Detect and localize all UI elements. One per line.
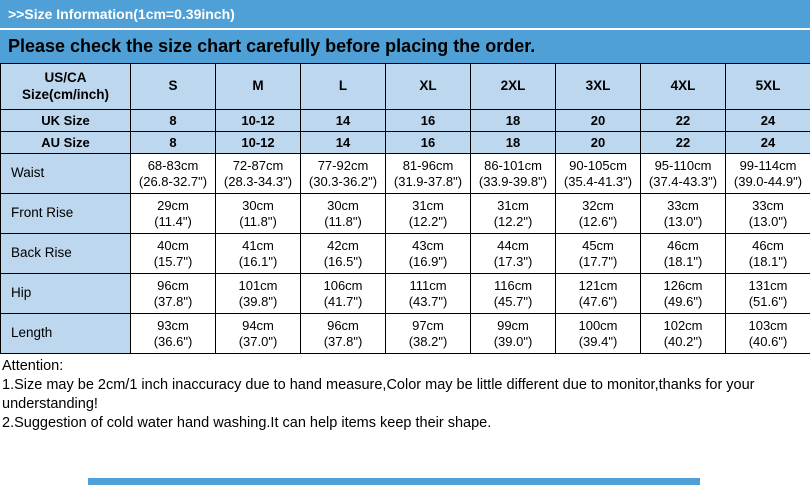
size-cell: 99-114cm (39.0-44.9") <box>725 153 810 194</box>
size-cell: 33cm (13.0") <box>725 193 810 234</box>
size-information-header-bar: >>Size Information(1cm=0.39inch) <box>0 0 810 28</box>
table-row-hip: Hip 96cm (37.8") 101cm (39.8") 106cm (41… <box>0 273 810 314</box>
attention-section: Attention: 1.Size may be 2cm/1 inch inac… <box>0 354 810 434</box>
next-section-bar <box>88 478 700 485</box>
size-cell: 30cm (11.8") <box>215 193 301 234</box>
attention-line-2: 2.Suggestion of cold water hand washing.… <box>2 415 492 432</box>
size-cell: 102cm (40.2") <box>640 313 726 354</box>
size-cell: 31cm (12.2") <box>385 193 471 234</box>
table-row-back-rise: Back Rise 40cm (15.7") 41cm (16.1") 42cm… <box>0 233 810 274</box>
corner-header-us-ca-size: US/CA Size(cm/inch) <box>0 63 131 110</box>
size-cell: 14 <box>300 109 386 132</box>
size-cell: 116cm (45.7") <box>470 273 556 314</box>
size-cell: 68-83cm (26.8-32.7") <box>130 153 216 194</box>
column-header-4xl: 4XL <box>640 63 726 110</box>
size-cell: 45cm (17.7") <box>555 233 641 274</box>
size-cell: 90-105cm (35.4-41.3") <box>555 153 641 194</box>
row-label-waist: Waist <box>0 153 131 194</box>
row-label-front-rise: Front Rise <box>0 193 131 234</box>
size-cell: 40cm (15.7") <box>130 233 216 274</box>
column-header-3xl: 3XL <box>555 63 641 110</box>
size-cell: 22 <box>640 131 726 154</box>
table-header-row: US/CA Size(cm/inch) S M L XL 2XL 3XL 4XL… <box>0 63 810 110</box>
size-cell: 103cm (40.6") <box>725 313 810 354</box>
size-cell: 94cm (37.0") <box>215 313 301 354</box>
size-cell: 18 <box>470 131 556 154</box>
row-label-uk-size: UK Size <box>0 109 131 132</box>
column-header-5xl: 5XL <box>725 63 810 110</box>
table-row-waist: Waist 68-83cm (26.8-32.7") 72-87cm (28.3… <box>0 153 810 194</box>
size-cell: 41cm (16.1") <box>215 233 301 274</box>
row-label-au-size: AU Size <box>0 131 131 154</box>
size-cell: 18 <box>470 109 556 132</box>
size-cell: 43cm (16.9") <box>385 233 471 274</box>
size-cell: 111cm (43.7") <box>385 273 471 314</box>
size-cell: 16 <box>385 109 471 132</box>
size-chart-notice-bar: Please check the size chart carefully be… <box>0 30 810 63</box>
size-cell: 22 <box>640 109 726 132</box>
size-cell: 46cm (18.1") <box>725 233 810 274</box>
size-cell: 101cm (39.8") <box>215 273 301 314</box>
size-cell: 10-12 <box>215 109 301 132</box>
size-cell: 46cm (18.1") <box>640 233 726 274</box>
size-cell: 106cm (41.7") <box>300 273 386 314</box>
column-header-xl: XL <box>385 63 471 110</box>
size-cell: 95-110cm (37.4-43.3") <box>640 153 726 194</box>
table-row-au-size: AU Size 8 10-12 14 16 18 20 22 24 <box>0 131 810 154</box>
size-chart-notice: Please check the size chart carefully be… <box>8 36 536 56</box>
row-label-hip: Hip <box>0 273 131 314</box>
size-cell: 44cm (17.3") <box>470 233 556 274</box>
size-cell: 96cm (37.8") <box>130 273 216 314</box>
size-cell: 77-92cm (30.3-36.2") <box>300 153 386 194</box>
size-cell: 20 <box>555 109 641 132</box>
size-cell: 29cm (11.4") <box>130 193 216 234</box>
size-cell: 93cm (36.6") <box>130 313 216 354</box>
attention-title: Attention: <box>2 358 64 374</box>
size-cell: 24 <box>725 109 810 132</box>
size-cell: 100cm (39.4") <box>555 313 641 354</box>
size-cell: 131cm (51.6") <box>725 273 810 314</box>
size-cell: 24 <box>725 131 810 154</box>
size-cell: 97cm (38.2") <box>385 313 471 354</box>
size-cell: 42cm (16.5") <box>300 233 386 274</box>
row-label-length: Length <box>0 313 131 354</box>
size-cell: 72-87cm (28.3-34.3") <box>215 153 301 194</box>
size-cell: 30cm (11.8") <box>300 193 386 234</box>
row-label-back-rise: Back Rise <box>0 233 131 274</box>
size-cell: 31cm (12.2") <box>470 193 556 234</box>
size-cell: 33cm (13.0") <box>640 193 726 234</box>
size-cell: 32cm (12.6") <box>555 193 641 234</box>
size-cell: 20 <box>555 131 641 154</box>
size-cell: 14 <box>300 131 386 154</box>
size-cell: 8 <box>130 109 216 132</box>
table-row-length: Length 93cm (36.6") 94cm (37.0") 96cm (3… <box>0 313 810 354</box>
size-cell: 8 <box>130 131 216 154</box>
size-cell: 16 <box>385 131 471 154</box>
column-header-s: S <box>130 63 216 110</box>
size-information-title: >>Size Information(1cm=0.39inch) <box>8 6 235 22</box>
table-row-uk-size: UK Size 8 10-12 14 16 18 20 22 24 <box>0 109 810 132</box>
size-cell: 10-12 <box>215 131 301 154</box>
column-header-2xl: 2XL <box>470 63 556 110</box>
size-cell: 96cm (37.8") <box>300 313 386 354</box>
size-cell: 99cm (39.0") <box>470 313 556 354</box>
attention-line-1: 1.Size may be 2cm/1 inch inaccuracy due … <box>2 377 755 413</box>
size-chart-table: US/CA Size(cm/inch) S M L XL 2XL 3XL 4XL… <box>0 63 810 354</box>
size-cell: 81-96cm (31.9-37.8") <box>385 153 471 194</box>
size-cell: 126cm (49.6") <box>640 273 726 314</box>
size-cell: 86-101cm (33.9-39.8") <box>470 153 556 194</box>
size-cell: 121cm (47.6") <box>555 273 641 314</box>
column-header-m: M <box>215 63 301 110</box>
table-row-front-rise: Front Rise 29cm (11.4") 30cm (11.8") 30c… <box>0 193 810 234</box>
column-header-l: L <box>300 63 386 110</box>
